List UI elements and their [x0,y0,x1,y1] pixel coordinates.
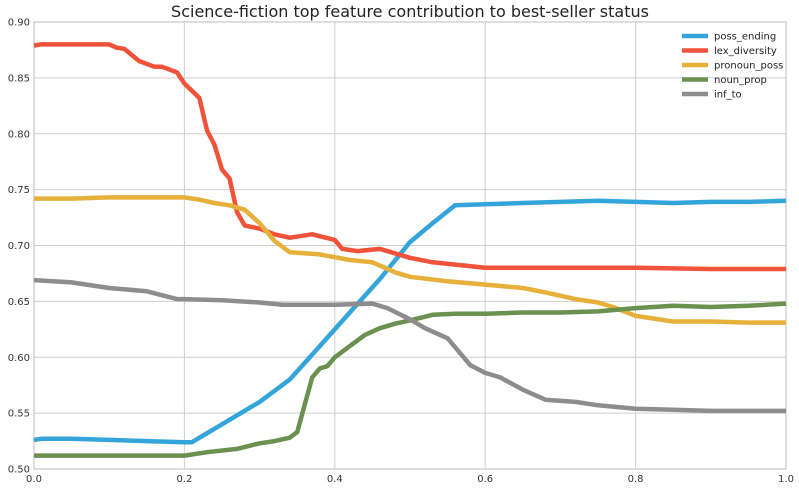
series-line-noun-prop [34,301,787,458]
y-tick-label: 0.75 [8,185,30,196]
y-tick-label: 0.80 [8,129,30,140]
series-line-lex-diversity [33,42,786,272]
series-line-inf-to [33,277,786,414]
x-tick-label: 0.6 [477,474,493,485]
y-tick-label: 0.65 [8,297,30,308]
legend-label: pronoun_poss [714,61,783,72]
y-tick-label: 0.50 [8,465,30,476]
legend-label: noun_prop [714,75,767,86]
x-tick-label: 1.0 [778,474,794,485]
grid-lines [34,22,786,469]
y-tick-label: 0.90 [8,18,30,29]
x-tick-label: 0.4 [327,474,343,485]
legend-label: inf_to [714,90,742,101]
legend-label: lex_diversity [714,46,777,57]
x-tick-label: 0.2 [176,474,192,485]
x-tick-label: 0.0 [26,474,42,485]
legend: poss_ending lex_diversity pronoun_possnoun… [682,32,783,101]
x-tick-label: 0.8 [628,474,644,485]
series-lines [33,42,787,458]
legend-label: poss_ending [714,32,776,43]
x-axis-ticks: 0.0 0.2 0.4 0.6 0.8 1.0 [26,474,794,485]
y-tick-label: 0.70 [8,241,30,252]
y-axis-ticks: 0.50 0.55 0.60 0.65 0.70 0.75 0.80 0.85 0.90 [8,18,30,476]
y-tick-label: 0.55 [8,409,30,420]
chart-title: Science-fiction top feature contribution… [171,2,649,21]
series-line-poss-ending [33,198,787,445]
y-tick-label: 0.60 [8,353,30,364]
y-tick-label: 0.85 [8,73,30,84]
